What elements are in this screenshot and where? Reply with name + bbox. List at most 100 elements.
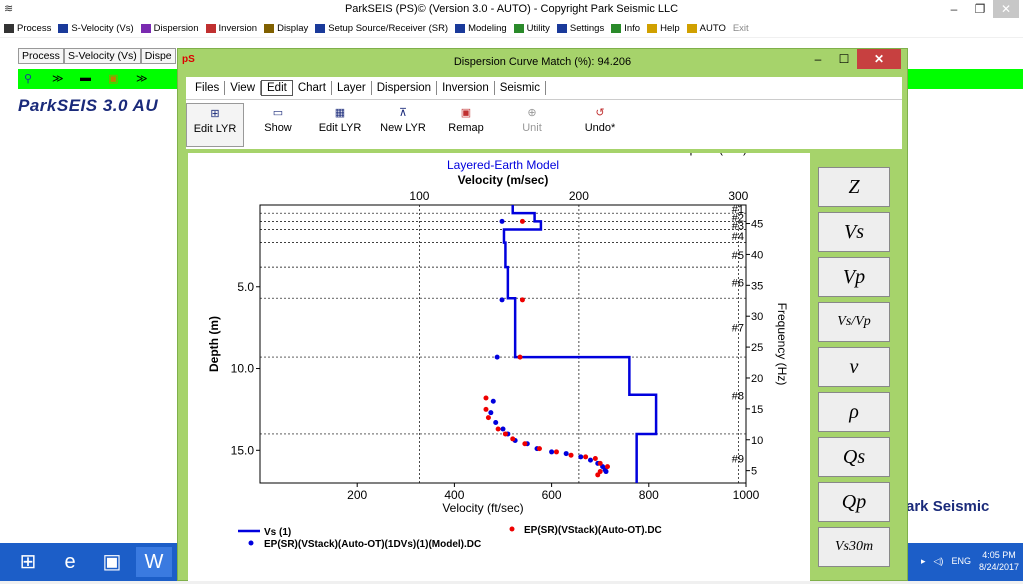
dispersion-point-model [500,426,506,432]
app-menu-dispersion[interactable]: Dispersion [140,23,199,34]
clock[interactable]: 4:05 PM 8/24/2017 [979,549,1019,573]
app-menu-help[interactable]: Help [647,23,680,34]
dispersion-point-measured [604,464,610,470]
dialog-minimize-button[interactable]: – [814,52,822,66]
utility-icon [513,24,524,33]
app-menu-label: Inversion [218,23,258,34]
toolbar-button-label: Remap [448,122,484,134]
dialog-menu-layer[interactable]: Layer [332,81,372,95]
modeling-icon [455,24,466,33]
toolbar-button-label: Edit LYR [318,122,362,134]
side-button-nu[interactable]: ν [818,347,890,387]
toolbar-icon-1[interactable]: ⚲ [24,73,33,85]
dispersion-point-model [494,354,500,360]
right-tick-label: 45 [751,219,763,231]
toolbar-icon-5[interactable]: ≫ [136,73,148,85]
side-button-z[interactable]: Z [818,167,890,207]
toolbar-remap-button[interactable]: ▣ Remap [436,103,496,147]
layer-label: #7 [732,323,744,335]
toolbar-icon-4[interactable]: ▣ [108,73,119,85]
network-icon[interactable]: ▸ [920,555,926,566]
toolbar-undo-button[interactable]: ↺ Undo* [570,103,630,147]
side-button-vs[interactable]: Vs [818,212,890,252]
right-tick-label: 10 [751,435,763,447]
dispersion-point-model [499,218,505,224]
undo-icon: ↺ [595,107,605,119]
app-menu-info[interactable]: Info [611,23,640,34]
auto-icon [686,24,697,33]
dialog-menu-files[interactable]: Files [190,81,226,95]
edge-browser-icon[interactable]: e [64,551,76,573]
windows-logo-icon[interactable]: ⊞ [19,551,37,573]
dispersion-point-measured [536,446,542,452]
app-menu-exit[interactable]: Exit [733,23,749,34]
side-button-vp[interactable]: Vp [818,257,890,297]
toolbar-new-lyr-button[interactable]: ⊼ New LYR [374,103,432,147]
side-button-vs30m[interactable]: Vs30m [818,527,890,567]
app-menu-settings[interactable]: Settings [556,23,605,34]
app-brand: ParkSEIS 3.0 AU [18,96,159,115]
dispersion-point-model [587,457,593,463]
toolbar-edit-lyr-button[interactable]: ⊞ Edit LYR [186,103,244,147]
maximize-button[interactable]: ❐ [974,2,986,16]
volume-icon[interactable]: ◁) [933,555,944,566]
toolbar-show-button[interactable]: ▭ Show [250,103,306,147]
toolbar-icon-2[interactable]: ≫ [52,73,64,85]
dialog-menu-dispersion[interactable]: Dispersion [372,81,438,95]
app-brand-right: ark Seismic [906,498,990,515]
app-menu-label: S-Velocity (Vs) [71,23,134,34]
legend-label-measured: EP(SR)(VStack)(Auto-OT).DC [524,525,662,536]
dispersion-point-measured [495,426,501,432]
dispersion-match-dialog: pS Dispersion Curve Match (%): 94.206 – … [177,48,908,581]
new-layer-icon: ⊼ [398,107,408,119]
top-tick-label: 300 [728,189,748,203]
layer-label: #3 [732,220,744,232]
vs-profile-line[interactable] [502,205,658,483]
dispersion-point-measured [483,406,489,412]
app-menu-label: Help [660,23,680,34]
tab-s-velocity[interactable]: S-Velocity (Vs) [63,48,141,64]
app-menu-modeling[interactable]: Modeling [455,23,507,34]
dialog-close-button[interactable]: ✕ [857,49,901,69]
dispersion-point-model [603,469,609,475]
chart-area: Layered-Earth Model Velocity (m/sec) 100 20… [188,142,810,581]
side-button-nu[interactable]: ρ [818,392,890,432]
word-app-icon[interactable]: W [136,547,172,577]
toolbar-button-label: New LYR [380,122,426,134]
dialog-menu-seismic[interactable]: Seismic [495,81,546,95]
app-menu-label: Settings [569,23,605,34]
minimize-button[interactable]: – [950,2,958,16]
close-button[interactable]: ✕ [993,0,1019,18]
tab-dispersion[interactable]: Dispe [140,48,176,64]
dialog-menu-inversion[interactable]: Inversion [437,81,495,95]
app-menu-auto[interactable]: AUTO [686,23,726,34]
dialog-menu-edit[interactable]: Edit [261,80,293,96]
app-menu-inversion[interactable]: Inversion [205,23,258,34]
app-logo-icon: ≋ [4,3,14,15]
dialog-menu-chart[interactable]: Chart [293,81,332,95]
layer-label: #2 [732,212,744,224]
app-menu-display[interactable]: Display [264,23,308,34]
app-menu-label: Display [277,23,309,34]
wave-icon [58,24,69,33]
layer-label: #6 [732,278,744,290]
dialog-maximize-button[interactable]: ☐ [838,52,850,66]
store-icon[interactable]: ▣ [102,551,122,573]
toolbar-edit-lyr-button[interactable]: ▦ Edit LYR [312,103,368,147]
app-menu-process[interactable]: Process [4,23,51,34]
side-button-vs-vp[interactable]: Vs/Vp [818,302,890,342]
app-menu-setup-source-receiver-sr[interactable]: Setup Source/Receiver (SR) [315,23,448,34]
side-button-qs[interactable]: Qs [818,437,890,477]
side-button-qp[interactable]: Qp [818,482,890,522]
toolbar-unit-button[interactable]: ⊕ Unit [502,103,562,147]
toolbar-button-label: Edit LYR [193,123,237,135]
app-menu-utility[interactable]: Utility [513,23,550,34]
toolbar-icon-3[interactable]: ▬ [80,72,91,84]
right-tick-label: 20 [751,373,763,385]
language-indicator[interactable]: ENG [951,556,971,566]
dispersion-point-model [563,451,569,457]
dialog-menu-view[interactable]: View [225,81,261,95]
app-menu-s-velocity-vs[interactable]: S-Velocity (Vs) [58,23,134,34]
tab-process[interactable]: Process [18,48,64,64]
